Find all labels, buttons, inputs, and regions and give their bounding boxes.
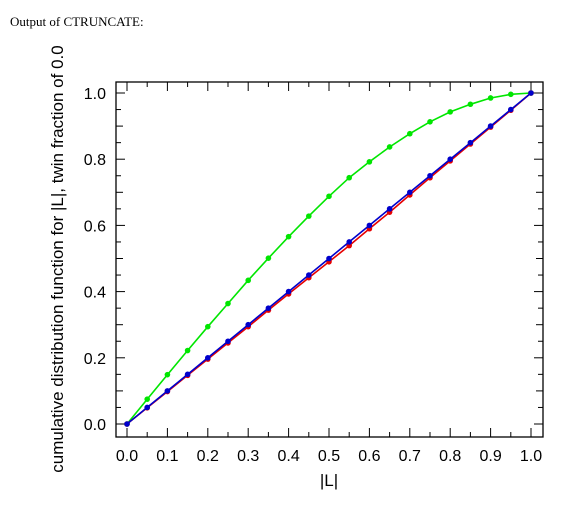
data-point xyxy=(285,288,292,295)
data-point xyxy=(346,174,353,181)
x-tick-label: 0.6 xyxy=(358,448,380,465)
data-point xyxy=(366,222,373,229)
data-point xyxy=(366,159,373,165)
data-point xyxy=(144,404,150,411)
data-point xyxy=(447,109,454,115)
x-tick-label: 0.9 xyxy=(479,448,501,465)
data-point xyxy=(386,206,393,212)
data-point xyxy=(124,421,130,427)
data-point xyxy=(487,95,494,101)
data-point xyxy=(467,101,474,108)
x-tick-label: 1.0 xyxy=(520,448,542,465)
data-point xyxy=(164,371,171,378)
data-point xyxy=(447,156,454,162)
data-point xyxy=(265,255,272,261)
data-point xyxy=(407,189,413,196)
data-point xyxy=(205,355,211,361)
data-point xyxy=(427,172,433,179)
data-point xyxy=(508,91,514,98)
data-point xyxy=(245,321,251,328)
data-point xyxy=(245,277,251,284)
y-tick-label: 0.4 xyxy=(84,285,106,302)
y-tick-label: 1.0 xyxy=(84,86,106,103)
y-tick-label: 0.0 xyxy=(84,417,106,434)
page-header: Output of CTRUNCATE: xyxy=(10,14,144,29)
data-point xyxy=(528,90,534,96)
data-point xyxy=(164,388,171,394)
x-tick-label: 0.3 xyxy=(237,448,259,465)
data-point xyxy=(184,371,191,378)
data-point xyxy=(326,255,332,262)
y-tick-label: 0.2 xyxy=(84,351,106,368)
data-point xyxy=(225,300,231,307)
data-point xyxy=(386,144,393,150)
x-axis-label: |L| xyxy=(320,471,338,490)
data-point xyxy=(407,130,413,137)
series-2 xyxy=(124,90,534,427)
data-point xyxy=(326,193,332,200)
data-point xyxy=(487,123,494,129)
data-point xyxy=(205,323,211,330)
data-point xyxy=(184,347,191,354)
x-tick-label: 0.5 xyxy=(318,448,340,465)
y-axis-label: cumulative distribution function for |L|… xyxy=(48,45,67,472)
data-point xyxy=(306,213,312,219)
data-point xyxy=(306,272,312,278)
data-point xyxy=(346,239,353,245)
x-tick-label: 0.8 xyxy=(439,448,461,465)
x-tick-label: 0.0 xyxy=(116,448,138,465)
data-point xyxy=(225,338,231,345)
data-point xyxy=(285,233,292,240)
data-point xyxy=(265,305,272,311)
data-point xyxy=(144,396,150,402)
y-tick-label: 0.6 xyxy=(84,218,106,235)
data-point xyxy=(427,118,433,125)
y-tick-label: 0.8 xyxy=(84,152,106,169)
x-tick-label: 0.1 xyxy=(156,448,178,465)
x-tick-label: 0.7 xyxy=(399,448,421,465)
data-point xyxy=(508,106,514,113)
data-point xyxy=(467,139,474,146)
x-tick-label: 0.4 xyxy=(277,448,299,465)
x-tick-label: 0.2 xyxy=(197,448,219,465)
